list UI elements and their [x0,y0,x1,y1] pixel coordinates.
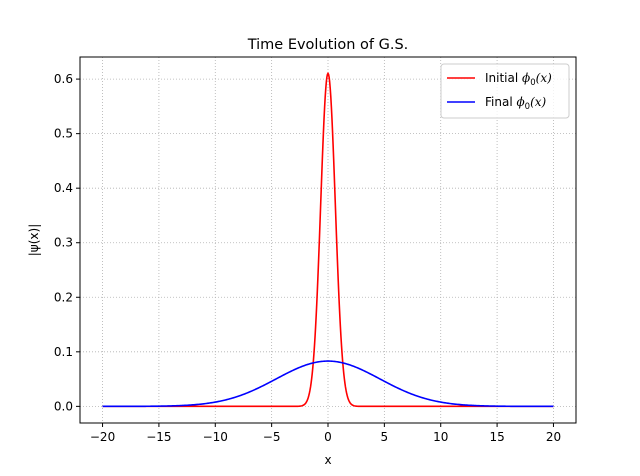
y-tick-label: 0.5 [54,127,73,141]
x-tick-label: 0 [324,430,332,444]
legend-entry-0: Initial ϕ0(x) [485,71,552,88]
y-tick-label: 0.6 [54,72,73,86]
x-tick-label: −10 [203,430,228,444]
x-axis-label: x [324,453,331,467]
x-tick-label: −5 [263,430,281,444]
y-tick-label: 0.1 [54,345,73,359]
y-tick-label: 0.4 [54,181,73,195]
y-tick-label: 0.3 [54,236,73,250]
y-tick-label: 0.0 [54,399,73,413]
y-axis-ticks: 0.0 0.1 0.2 0.3 0.4 0.5 0.6 [54,72,80,413]
x-tick-label: −15 [146,430,171,444]
x-tick-label: 5 [381,430,389,444]
legend-entry-1: Final ϕ0(x) [485,95,547,112]
x-tick-label: 15 [489,430,504,444]
x-axis-ticks: −20 −15 −10 −5 0 5 10 15 20 [90,423,561,444]
series-lines [102,71,554,408]
x-tick-label: 10 [433,430,448,444]
y-axis-label: |ψ(x)| [27,224,41,256]
legend: Initial ϕ0(x) Final ϕ0(x) [440,63,570,119]
x-tick-label: −20 [90,430,115,444]
x-tick-label: 20 [546,430,561,444]
chart-title: Time Evolution of G.S. [247,37,409,53]
series-line-1 [102,360,554,408]
y-tick-label: 0.2 [54,290,73,304]
